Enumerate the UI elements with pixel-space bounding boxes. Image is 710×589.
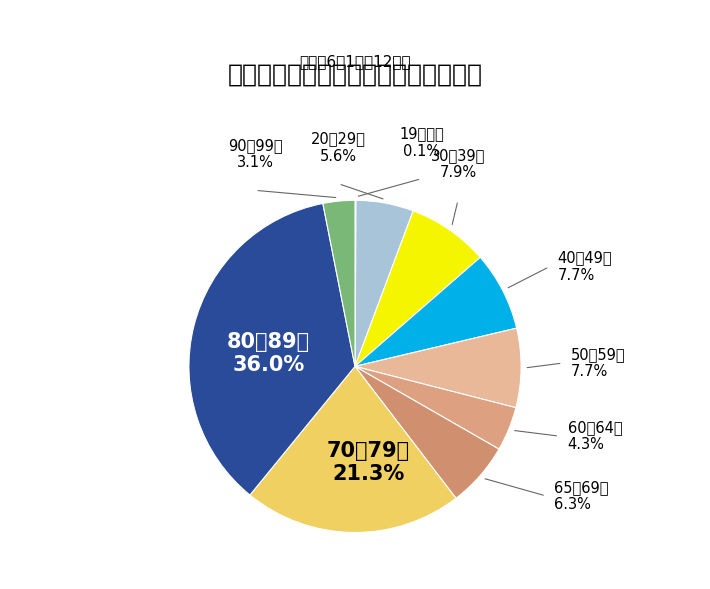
- Wedge shape: [189, 203, 355, 495]
- Text: 50～59歳
7.7%: 50～59歳 7.7%: [571, 347, 626, 379]
- Wedge shape: [355, 257, 517, 366]
- Text: 65～69歳
6.3%: 65～69歳 6.3%: [555, 479, 608, 512]
- Text: 90～99歳
3.1%: 90～99歳 3.1%: [228, 138, 283, 170]
- Wedge shape: [355, 200, 413, 366]
- Text: 19歳以下
0.1%: 19歳以下 0.1%: [399, 127, 444, 159]
- Text: 70～79歳
21.3%: 70～79歳 21.3%: [327, 441, 410, 484]
- Wedge shape: [355, 200, 356, 366]
- Text: 20～29歳
5.6%: 20～29歳 5.6%: [311, 131, 366, 164]
- Wedge shape: [355, 366, 516, 449]
- Wedge shape: [250, 366, 456, 532]
- Wedge shape: [323, 200, 355, 366]
- Wedge shape: [355, 366, 499, 498]
- Text: 30～39歳
7.9%: 30～39歳 7.9%: [431, 148, 485, 180]
- Wedge shape: [355, 211, 480, 366]
- Text: （令和6年1月～12月）: （令和6年1月～12月）: [299, 54, 411, 70]
- Title: 『オレオレ詐欺』被害者の年齢別割合: 『オレオレ詐欺』被害者の年齢別割合: [227, 62, 483, 86]
- Text: 80～89歳
36.0%: 80～89歳 36.0%: [227, 332, 310, 375]
- Text: 60～64歳
4.3%: 60～64歳 4.3%: [567, 420, 622, 452]
- Wedge shape: [355, 328, 521, 408]
- Text: 40～49歳
7.7%: 40～49歳 7.7%: [557, 250, 612, 283]
